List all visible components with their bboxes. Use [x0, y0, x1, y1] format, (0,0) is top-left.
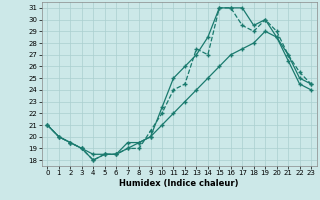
X-axis label: Humidex (Indice chaleur): Humidex (Indice chaleur) [119, 179, 239, 188]
